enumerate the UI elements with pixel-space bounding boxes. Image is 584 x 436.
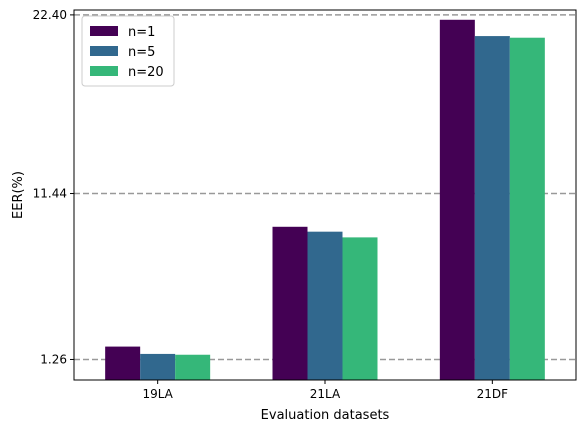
x-tick-label: 21LA <box>310 387 341 401</box>
x-tick-label: 19LA <box>142 387 173 401</box>
y-tick-label: 11.44 <box>33 187 67 201</box>
bar-21DF-n=5 <box>474 36 510 381</box>
y-axis-ticks: 1.26 11.44 22.40 <box>33 8 74 366</box>
legend-swatch <box>90 46 118 56</box>
bar-21DF-n=1 <box>439 19 475 381</box>
bar-21DF-n=20 <box>509 37 545 380</box>
bar-19LA-n=5 <box>140 353 176 380</box>
bar-19LA-n=1 <box>105 346 141 380</box>
bar-21LA-n=1 <box>272 226 308 380</box>
legend-swatch <box>90 26 118 36</box>
legend: n=1 n=5 n=20 <box>81 15 175 87</box>
x-axis-ticks: 19LA 21LA 21DF <box>142 380 508 401</box>
legend-label: n=1 <box>128 25 155 40</box>
legend-label: n=20 <box>128 65 164 80</box>
x-axis-label: Evaluation datasets <box>261 408 390 423</box>
bars <box>105 19 545 381</box>
legend-swatch <box>90 66 118 76</box>
bar-21LA-n=20 <box>342 237 378 380</box>
bar-21LA-n=5 <box>307 231 343 380</box>
x-tick-label: 21DF <box>477 387 509 401</box>
bar-19LA-n=20 <box>175 354 211 380</box>
y-tick-label: 1.26 <box>40 352 67 366</box>
y-axis-label: EER(%) <box>11 171 26 219</box>
legend-label: n=5 <box>128 45 155 60</box>
y-tick-label: 22.40 <box>33 8 67 22</box>
